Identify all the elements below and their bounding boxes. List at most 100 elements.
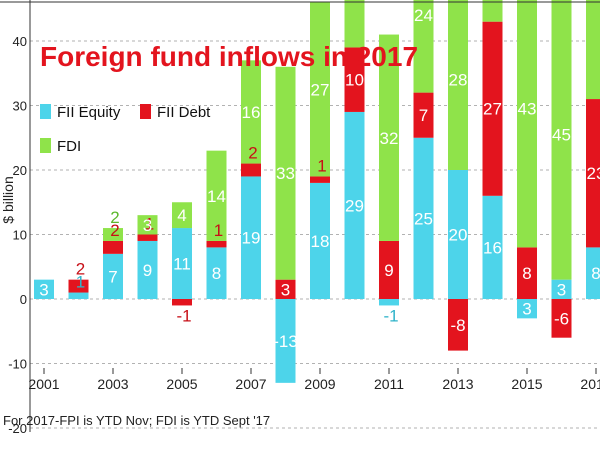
y-axis-label: $ billion xyxy=(0,176,16,223)
bar-fdi-2015 xyxy=(517,0,537,248)
data-label-fii-equity-2004: 9 xyxy=(143,261,152,280)
x-tick-label: 2005 xyxy=(166,376,197,392)
bar-fii-equity-2011 xyxy=(379,299,399,306)
legend-label-fii-debt: FII Debt xyxy=(157,104,211,121)
data-label-fdi-2008: 33 xyxy=(276,164,295,183)
data-label-fii-equity-2006: 8 xyxy=(212,264,221,283)
data-label-fdi-2005: 4 xyxy=(177,206,186,225)
data-label-fii-equity-2010: 29 xyxy=(345,196,364,215)
legend-swatch-fdi xyxy=(40,138,51,153)
x-tick-label: 2017 xyxy=(580,376,600,392)
footnote: For 2017-FPI is YTD Nov; FDI is YTD Sept… xyxy=(3,413,270,428)
data-label-fii-equity-2014: 16 xyxy=(483,238,502,257)
data-label-fii-debt-2006: 1 xyxy=(214,221,223,240)
bar-fii-equity-2010 xyxy=(344,111,365,299)
x-tick-label: 2011 xyxy=(374,376,404,392)
bar-fii-debt-2013 xyxy=(448,299,468,351)
bar-fii-equity-2012 xyxy=(413,137,434,299)
bar-fii-equity-2014 xyxy=(482,195,503,299)
data-label-fii-equity-2007: 19 xyxy=(242,229,261,248)
bar-fii-debt-2007 xyxy=(241,163,261,177)
chart-title: Foreign fund inflows in 2017 xyxy=(40,41,418,72)
data-label-fii-debt-2010: 10 xyxy=(345,71,364,90)
bar-fdi-2004 xyxy=(137,215,158,235)
x-tick-label: 2013 xyxy=(442,376,473,392)
data-label-fdi-2007: 16 xyxy=(242,103,261,122)
bar-fdi-2011 xyxy=(379,34,399,241)
data-label-fii-debt-2017: 23 xyxy=(587,164,600,183)
data-label-fii-equity-2001: 3 xyxy=(39,280,48,299)
bar-fii-equity-2006 xyxy=(206,247,227,299)
data-label-fii-equity-2012: 25 xyxy=(414,209,433,228)
x-tick-label: 2001 xyxy=(28,376,59,392)
data-label-fdi-2009: 27 xyxy=(311,80,330,99)
bar-fii-debt-2002 xyxy=(68,279,89,293)
legend-swatch-fii-equity xyxy=(40,104,51,119)
y-tick-label: -10 xyxy=(8,357,27,372)
data-label-fdi-2004: 3 xyxy=(143,216,152,235)
bar-fdi-2014 xyxy=(482,0,503,22)
x-tick-label: 2015 xyxy=(511,376,542,392)
bar-fii-equity-2002 xyxy=(68,292,89,299)
bar-fdi-2017 xyxy=(586,0,600,100)
data-label-fii-debt-2007: 2 xyxy=(248,144,257,163)
legend-swatch-fii-debt xyxy=(140,104,151,119)
data-label-fii-debt-2015: 8 xyxy=(522,264,531,283)
bar-fii-equity-2017 xyxy=(586,247,600,299)
bar-fii-debt-2011 xyxy=(379,240,399,299)
bar-fdi-2006 xyxy=(206,150,227,241)
bar-fii-debt-2017 xyxy=(586,99,600,248)
legend-label-fii-equity: FII Equity xyxy=(57,104,121,121)
y-tick-label: 30 xyxy=(13,99,27,114)
bar-fdi-2008 xyxy=(275,66,296,280)
data-label-fii-debt-2002: 2 xyxy=(76,260,85,279)
bar-fdi-2003 xyxy=(103,228,123,241)
data-label-fii-debt-2011: 9 xyxy=(384,261,393,280)
bar-fii-equity-2009 xyxy=(310,182,330,299)
bar-fii-equity-2013 xyxy=(448,170,468,299)
bar-fii-debt-2016 xyxy=(551,299,572,338)
data-label-fii-debt-2005: -1 xyxy=(176,306,191,325)
y-tick-label: 10 xyxy=(13,228,27,243)
data-label-fii-equity-2011: -1 xyxy=(383,306,398,325)
bar-fdi-2012 xyxy=(413,0,434,93)
data-label-fii-equity-2016: 3 xyxy=(557,280,566,299)
bar-fii-debt-2014 xyxy=(482,21,503,196)
bar-fii-debt-2015 xyxy=(517,247,537,299)
data-label-fii-debt-2014: 27 xyxy=(483,100,502,119)
data-label-fii-equity-2009: 18 xyxy=(311,232,330,251)
data-label-fii-equity-2003: 7 xyxy=(108,267,117,286)
y-tick-label: -20 xyxy=(8,421,27,436)
data-label-fii-equity-2005: 11 xyxy=(173,255,191,274)
bar-fii-debt-2003 xyxy=(103,240,123,254)
data-label-fii-equity-2017: 8 xyxy=(591,264,600,283)
data-label-fdi-2003: 2 xyxy=(110,208,119,227)
legend: FII Equity FII Debt FDI xyxy=(40,104,211,155)
axes: 9080706050403020100-10-20200120032005200… xyxy=(0,0,600,436)
bar-fii-debt-2010 xyxy=(344,47,365,112)
bar-fii-debt-2005 xyxy=(172,299,192,306)
data-label-fii-equity-2008: -13 xyxy=(273,332,298,351)
x-tick-label: 2003 xyxy=(97,376,128,392)
bar-fii-debt-2006 xyxy=(206,240,227,248)
data-label-fdi-2015: 43 xyxy=(518,100,537,119)
bar-fdi-2007 xyxy=(241,60,261,164)
data-labels: 31272291311-14811419216-1333318127291021… xyxy=(39,6,600,351)
legend-label-fdi: FDI xyxy=(57,138,81,155)
data-label-fii-equity-2015: 3 xyxy=(522,300,531,319)
data-label-fdi-2006: 14 xyxy=(207,187,226,206)
bar-fii-debt-2008 xyxy=(275,279,296,299)
x-tick-label: 2007 xyxy=(235,376,266,392)
data-label-fii-debt-2012: 7 xyxy=(419,106,428,125)
data-label-fii-debt-2013: -8 xyxy=(450,316,465,335)
bar-fii-equity-2003 xyxy=(103,253,123,299)
x-tick-label: 2009 xyxy=(304,376,335,392)
data-label-fdi-2011: 32 xyxy=(380,129,399,148)
data-label-fdi-2013: 28 xyxy=(449,71,468,90)
bar-fii-equity-2008 xyxy=(275,299,296,383)
y-tick-label: 0 xyxy=(20,292,27,307)
data-label-fii-debt-2003: 2 xyxy=(110,221,119,240)
data-label-fii-debt-2008: 3 xyxy=(281,280,290,299)
